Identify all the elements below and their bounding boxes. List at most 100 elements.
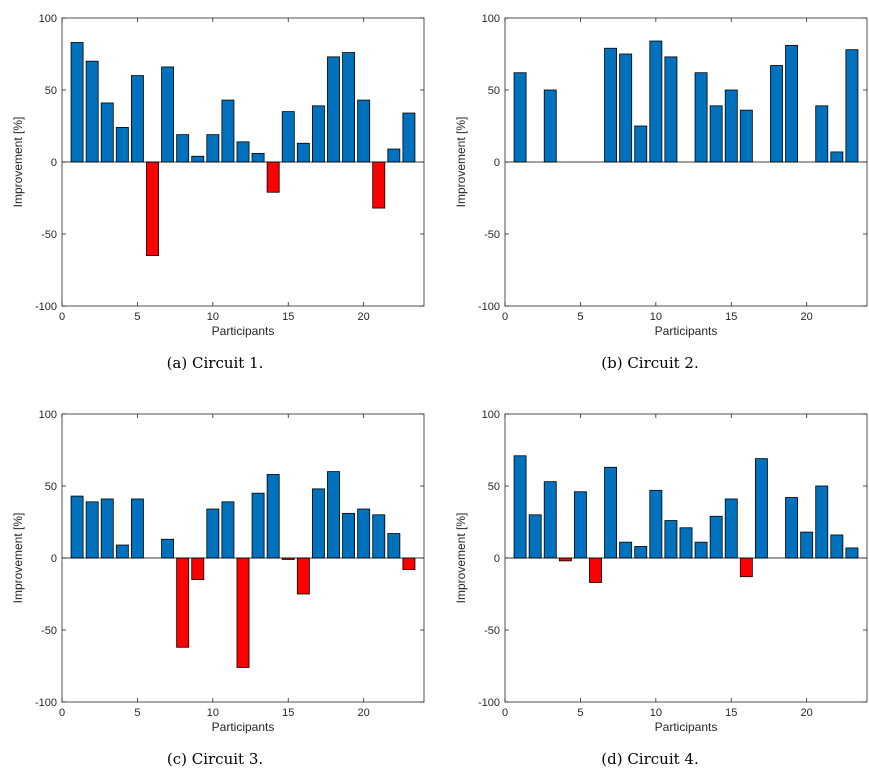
y-tick-label: 100 bbox=[482, 13, 500, 25]
bar-participant-4 bbox=[115, 544, 129, 559]
bar-participant-19 bbox=[342, 512, 356, 559]
bar-participant-3 bbox=[543, 89, 557, 163]
bar-participant-3 bbox=[100, 498, 114, 559]
bar-participant-14 bbox=[709, 515, 723, 559]
panel-caption: (b) Circuit 2. bbox=[601, 354, 699, 372]
bar-participant-15 bbox=[281, 111, 295, 163]
x-tick-label: 10 bbox=[650, 707, 662, 719]
bar-participant-3 bbox=[100, 102, 114, 163]
bar-participant-4 bbox=[115, 127, 129, 163]
bar-participant-2 bbox=[85, 501, 99, 559]
bar-participant-11 bbox=[221, 501, 235, 559]
x-axis-label: Participants bbox=[212, 720, 275, 734]
bar-participant-22 bbox=[830, 151, 844, 163]
y-axis-label: Improvement [%] bbox=[11, 117, 25, 208]
bar-participant-14 bbox=[266, 474, 280, 559]
bar-participant-10 bbox=[206, 508, 220, 559]
bar-participant-11 bbox=[221, 99, 235, 163]
y-axis-label: Improvement [%] bbox=[11, 513, 25, 604]
x-tick-label: 20 bbox=[801, 311, 813, 323]
bar-participant-7 bbox=[161, 66, 175, 163]
bar-participant-18 bbox=[770, 65, 783, 163]
bar-participant-18 bbox=[327, 471, 340, 559]
bar-participant-7 bbox=[161, 538, 175, 559]
x-tick-label: 20 bbox=[358, 707, 370, 719]
x-tick-label: 15 bbox=[725, 311, 737, 323]
bar-participant-15 bbox=[724, 89, 738, 163]
bar-participant-12 bbox=[236, 141, 250, 163]
x-tick-label: 15 bbox=[282, 311, 294, 323]
y-tick-label: 50 bbox=[488, 481, 500, 493]
bar-participant-13 bbox=[694, 541, 708, 559]
bar-participant-1 bbox=[70, 495, 84, 559]
bar-participant-19 bbox=[342, 52, 356, 163]
y-tick-label: -50 bbox=[484, 625, 500, 637]
bar-participant-14 bbox=[266, 161, 280, 193]
bar-participant-11 bbox=[664, 56, 678, 163]
bar-participant-9 bbox=[634, 125, 648, 163]
y-tick-label: -50 bbox=[41, 625, 57, 637]
bar-participant-17 bbox=[754, 458, 768, 559]
bar-participant-21 bbox=[815, 105, 829, 163]
x-tick-label: 0 bbox=[59, 311, 65, 323]
bar-participant-4 bbox=[558, 557, 572, 562]
bar-participant-12 bbox=[679, 527, 693, 559]
bar-participant-16 bbox=[296, 142, 310, 163]
bar-participant-8 bbox=[176, 557, 190, 648]
bar-participant-17 bbox=[311, 105, 325, 163]
y-tick-label: -50 bbox=[41, 229, 57, 241]
bar-participant-10 bbox=[649, 40, 663, 163]
bar-participant-7 bbox=[604, 47, 618, 163]
bar-participant-1 bbox=[513, 72, 527, 163]
bar-participant-9 bbox=[634, 546, 648, 559]
x-tick-label: 10 bbox=[650, 311, 662, 323]
x-tick-label: 5 bbox=[134, 707, 140, 719]
bar-participant-16 bbox=[739, 109, 753, 163]
bar-participant-19 bbox=[785, 497, 799, 559]
bar-participant-8 bbox=[176, 134, 190, 163]
bar-participant-22 bbox=[387, 148, 401, 163]
panel-caption: (a) Circuit 1. bbox=[167, 354, 264, 372]
panel-a: -100 -50 0 50 100 0 5 10 15 20 Participants Improve… bbox=[11, 13, 425, 372]
y-tick-label: 100 bbox=[39, 13, 57, 25]
x-axis-label: Participants bbox=[655, 324, 718, 338]
bar-participant-6 bbox=[589, 557, 602, 583]
bar-participant-16 bbox=[739, 557, 753, 578]
bar-participant-23 bbox=[402, 557, 416, 570]
y-axis-label: Improvement [%] bbox=[454, 513, 468, 604]
bar-participant-13 bbox=[694, 72, 708, 163]
bar-participant-21 bbox=[815, 485, 829, 559]
bar-participant-5 bbox=[573, 491, 587, 559]
bar-participant-21 bbox=[372, 161, 386, 209]
bar-participant-6 bbox=[146, 161, 159, 256]
y-tick-label: -100 bbox=[35, 697, 57, 709]
x-tick-label: 5 bbox=[577, 311, 583, 323]
y-tick-label: 100 bbox=[482, 409, 500, 421]
bar-participant-1 bbox=[70, 42, 84, 163]
bar-participant-2 bbox=[528, 514, 542, 559]
bar-participant-20 bbox=[357, 99, 371, 163]
bar-participant-8 bbox=[619, 53, 633, 163]
bar-participant-7 bbox=[604, 466, 618, 559]
y-tick-label: 0 bbox=[494, 553, 500, 565]
x-tick-label: 0 bbox=[59, 707, 65, 719]
bar-participant-23 bbox=[845, 547, 859, 559]
bar-participant-3 bbox=[543, 481, 557, 559]
x-tick-label: 0 bbox=[502, 311, 508, 323]
x-tick-label: 5 bbox=[577, 707, 583, 719]
panel-b: -100 -50 0 50 100 0 5 10 15 20 Participants Improve… bbox=[454, 13, 868, 372]
x-tick-label: 10 bbox=[207, 311, 219, 323]
bar-participant-22 bbox=[830, 534, 844, 559]
x-tick-label: 5 bbox=[134, 311, 140, 323]
y-tick-label: 50 bbox=[488, 85, 500, 97]
bar-participant-17 bbox=[311, 488, 325, 559]
y-tick-label: -100 bbox=[478, 697, 500, 709]
bar-participant-10 bbox=[649, 489, 663, 559]
y-tick-label: -100 bbox=[35, 301, 57, 313]
y-tick-label: 50 bbox=[45, 85, 57, 97]
y-axis-label: Improvement [%] bbox=[454, 117, 468, 208]
bar-participant-18 bbox=[327, 56, 340, 163]
x-tick-label: 15 bbox=[282, 707, 294, 719]
bar-participant-14 bbox=[709, 105, 723, 163]
